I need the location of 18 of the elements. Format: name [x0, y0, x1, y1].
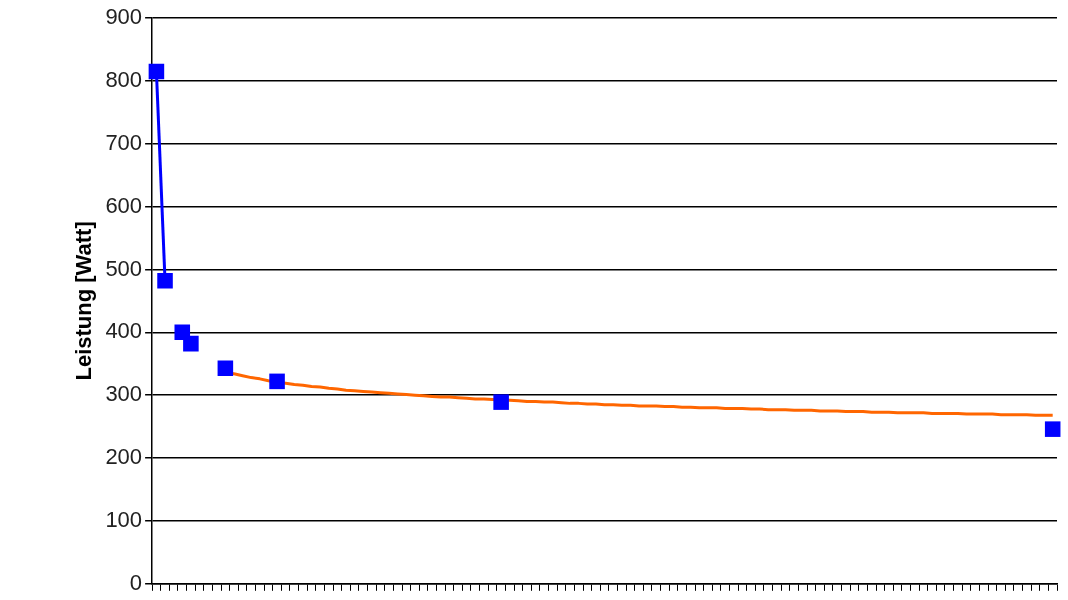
y-tick-label: 700: [105, 129, 143, 155]
y-tick-label: 800: [105, 66, 143, 92]
point: [217, 360, 234, 376]
point: [1044, 421, 1061, 437]
y-tick-label: 600: [105, 192, 143, 218]
y-tick-label: 900: [105, 4, 143, 30]
y-axis-title: Leistung [Watt]: [71, 221, 97, 381]
y-tick-label: 500: [105, 255, 143, 281]
y-tick-label: 0: [129, 569, 143, 595]
point: [493, 394, 509, 410]
y-tick-label: 100: [105, 507, 143, 532]
y-tick-label: 400: [105, 318, 143, 344]
point: [157, 273, 173, 289]
point: [148, 63, 165, 80]
y-tick-label: 200: [105, 444, 143, 470]
point: [183, 335, 199, 352]
point: [269, 373, 285, 390]
y-tick-label: 300: [105, 381, 143, 407]
